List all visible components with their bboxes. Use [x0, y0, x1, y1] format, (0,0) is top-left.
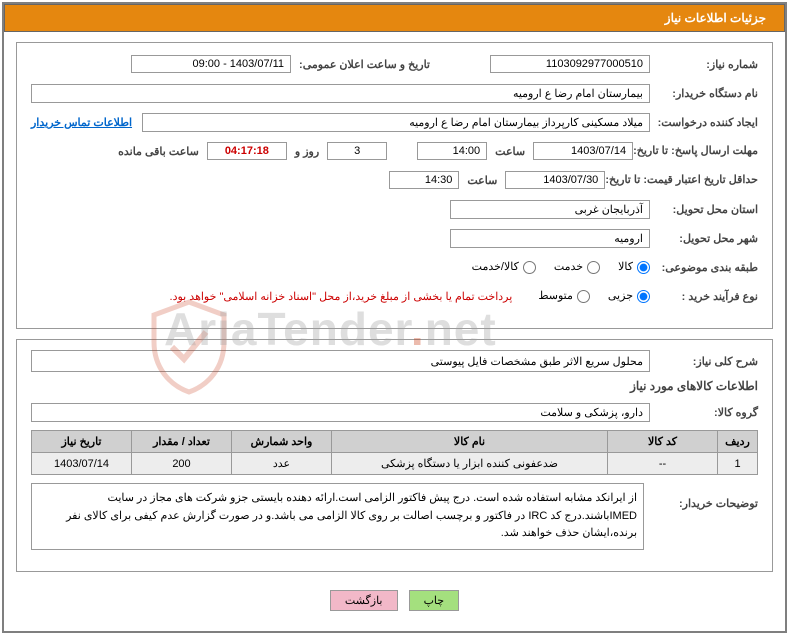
group-value: دارو، پزشکی و سلامت — [31, 403, 650, 422]
td-row: 1 — [718, 453, 758, 475]
need-no-label: شماره نیاز: — [650, 58, 758, 71]
details-box: شماره نیاز: 1103092977000510 تاریخ و ساع… — [16, 42, 773, 329]
th-code: کد کالا — [608, 431, 718, 453]
goods-section-title: اطلاعات کالاهای مورد نیاز — [31, 379, 758, 393]
need-no-value: 1103092977000510 — [490, 55, 650, 73]
validity-date: 1403/07/30 — [505, 171, 605, 189]
panel-header: جزئیات اطلاعات نیاز — [4, 4, 785, 32]
process-note: پرداخت تمام یا بخشی از مبلغ خرید،از محل … — [170, 290, 513, 303]
validity-label: حداقل تاریخ اعتبار قیمت: تا تاریخ: — [605, 173, 758, 187]
city-value: ارومیه — [450, 229, 650, 248]
group-label: گروه کالا: — [650, 406, 758, 419]
creator-value: میلاد مسکینی کارپرداز بیمارستان امام رضا… — [142, 113, 650, 132]
items-table: ردیف کد کالا نام کالا واحد شمارش تعداد /… — [31, 430, 758, 475]
description-box: شرح کلی نیاز: محلول سریع الاثر طبق مشخصا… — [16, 339, 773, 572]
radio-both-label: کالا/خدمت — [472, 260, 536, 274]
radio-partial[interactable] — [637, 290, 650, 303]
radio-goods-label: کالا — [618, 260, 650, 274]
province-value: آذربایجان غربی — [450, 200, 650, 219]
validity-time: 14:30 — [389, 171, 459, 189]
table-row: 1 -- ضدعفونی کننده ابزار یا دستگاه پزشکی… — [32, 453, 758, 475]
radio-medium-label: متوسط — [538, 289, 590, 303]
th-row: ردیف — [718, 431, 758, 453]
back-button[interactable]: بازگشت — [330, 590, 398, 611]
announce-label: تاریخ و ساعت اعلان عمومی: — [299, 58, 430, 71]
td-unit: عدد — [232, 453, 332, 475]
buyer-value: بیمارستان امام رضا ع ارومیه — [31, 84, 650, 103]
days-word: روز و — [295, 145, 319, 158]
td-qty: 200 — [132, 453, 232, 475]
deadline-time: 14:00 — [417, 142, 487, 160]
radio-service-label: خدمت — [554, 260, 600, 274]
time-label-1: ساعت — [495, 145, 525, 158]
announce-value: 1403/07/11 - 09:00 — [131, 55, 291, 73]
td-name: ضدعفونی کننده ابزار یا دستگاه پزشکی — [332, 453, 608, 475]
buyer-label: نام دستگاه خریدار: — [650, 87, 758, 100]
buyer-notes-label: توضیحات خریدار: — [650, 483, 758, 510]
process-label: نوع فرآیند خرید : — [650, 290, 758, 303]
print-button[interactable]: چاپ — [409, 590, 460, 611]
creator-label: ایجاد کننده درخواست: — [650, 116, 758, 129]
category-label: طبقه بندی موضوعی: — [650, 261, 758, 274]
desc-label: شرح کلی نیاز: — [650, 355, 758, 368]
th-date: تاریخ نیاز — [32, 431, 132, 453]
buyer-notes-value: از ایرانکد مشابه استفاده شده است. درج پی… — [31, 483, 644, 550]
th-qty: تعداد / مقدار — [132, 431, 232, 453]
desc-value: محلول سریع الاثر طبق مشخصات فایل پیوستی — [31, 350, 650, 372]
radio-partial-label: جزیی — [608, 289, 650, 303]
th-unit: واحد شمارش — [232, 431, 332, 453]
radio-service[interactable] — [587, 261, 600, 274]
td-code: -- — [608, 453, 718, 475]
td-date: 1403/07/14 — [32, 453, 132, 475]
days-remaining: 3 — [327, 142, 387, 160]
radio-both[interactable] — [523, 261, 536, 274]
buyer-contact-link[interactable]: اطلاعات تماس خریدار — [31, 116, 132, 129]
countdown-value: 04:17:18 — [207, 142, 287, 160]
radio-goods[interactable] — [637, 261, 650, 274]
radio-medium[interactable] — [577, 290, 590, 303]
deadline-date: 1403/07/14 — [533, 142, 633, 160]
deadline-label: مهلت ارسال پاسخ: تا تاریخ: — [633, 144, 758, 158]
city-label: شهر محل تحویل: — [650, 232, 758, 245]
th-name: نام کالا — [332, 431, 608, 453]
time-label-2: ساعت — [467, 174, 497, 187]
remain-word: ساعت باقی مانده — [118, 145, 199, 158]
province-label: استان محل تحویل: — [650, 203, 758, 216]
